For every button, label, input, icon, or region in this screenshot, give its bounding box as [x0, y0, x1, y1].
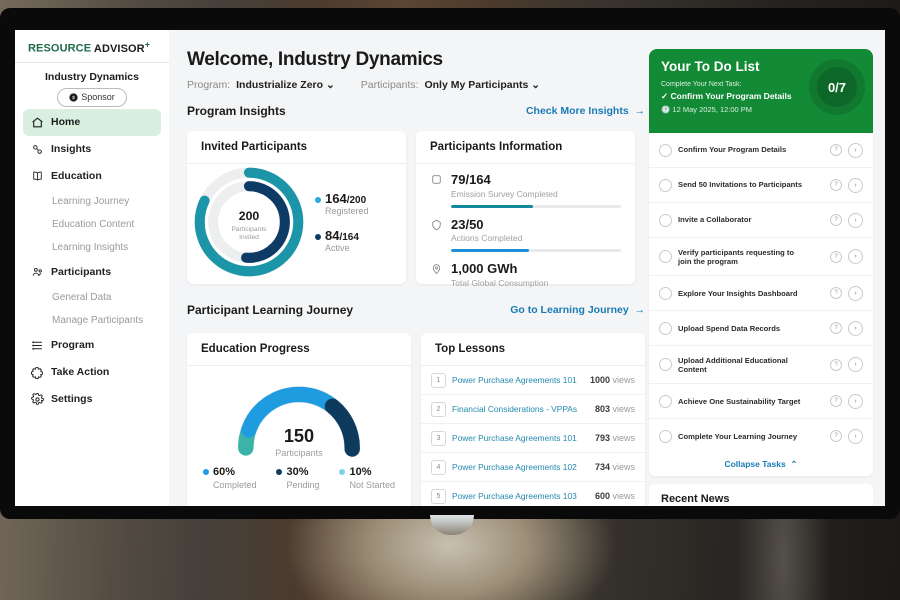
- svg-text:Participants: Participants: [231, 226, 267, 233]
- svg-text:200: 200: [239, 209, 260, 223]
- svg-text:Invited: Invited: [239, 234, 259, 241]
- svg-text:Participants: Participants: [275, 448, 323, 458]
- svg-text:$: $: [72, 95, 75, 101]
- svg-text:150: 150: [284, 426, 314, 446]
